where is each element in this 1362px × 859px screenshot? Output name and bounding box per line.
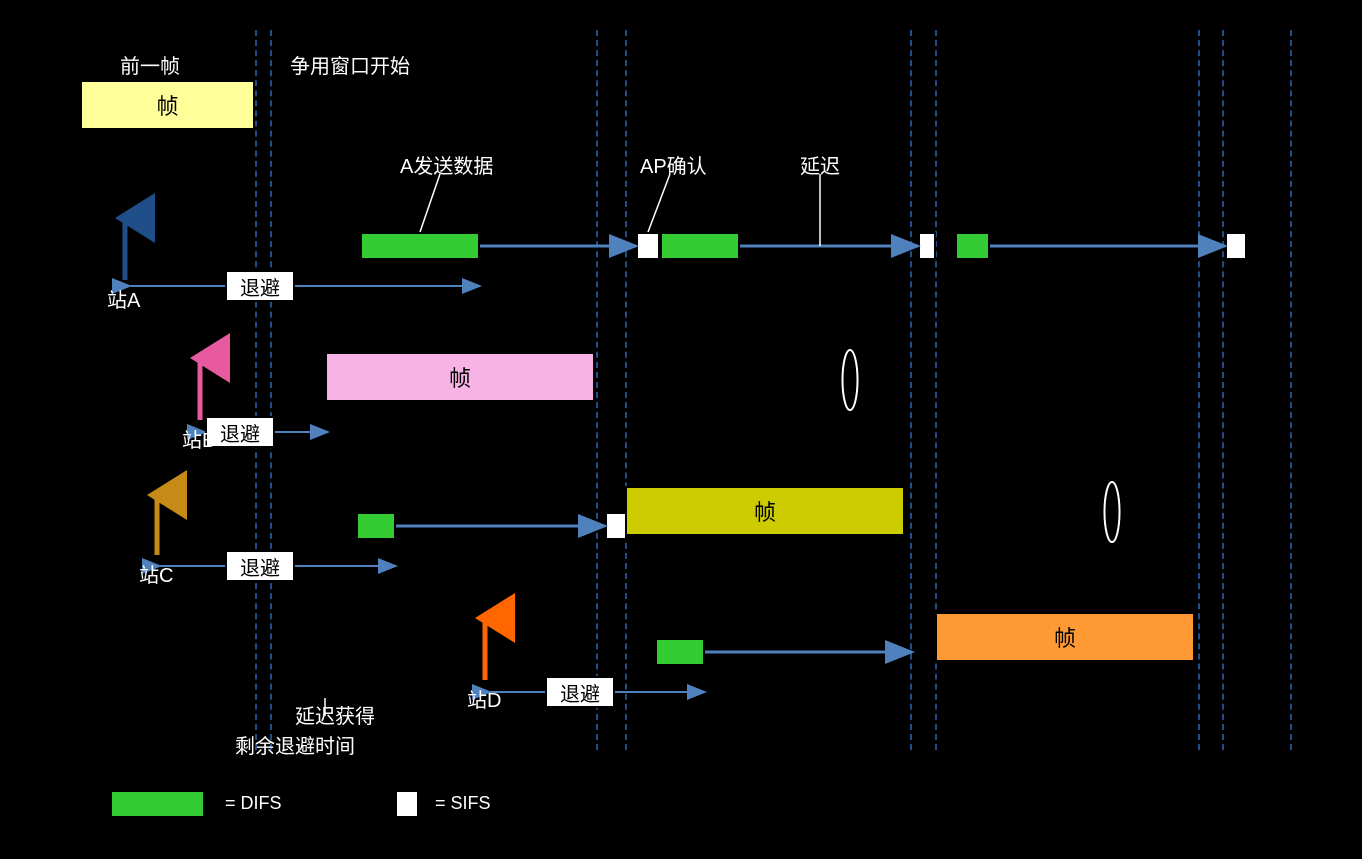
legend-difs: = DIFS	[225, 793, 282, 814]
label-delay: 延迟	[800, 150, 840, 179]
backoff-label-2: 退避	[225, 550, 295, 582]
station-label-C: 站C	[139, 559, 173, 588]
label-prev-frame: 前一帧	[120, 50, 180, 79]
station-label-A: 站A	[107, 284, 140, 313]
legend-white-box	[395, 790, 419, 818]
backoff-label-1: 退避	[205, 416, 275, 448]
backoff-label-3: 退避	[545, 676, 615, 708]
station-label-B: 站B	[182, 424, 215, 453]
label-contend-start: 争用窗口开始	[290, 50, 410, 79]
ellipse-0	[843, 350, 858, 410]
label-ap-ack: AP确认	[640, 150, 707, 179]
legend-green-box	[110, 790, 205, 818]
station-label-D: 站D	[467, 684, 501, 713]
legend-sifs: = SIFS	[435, 793, 491, 814]
label-remain-backoff: 剩余退避时间	[235, 730, 355, 759]
label-a-send: A发送数据	[400, 150, 493, 179]
label-delay-gain: 延迟获得	[295, 700, 375, 729]
backoff-label-0: 退避	[225, 270, 295, 302]
ellipse-1	[1105, 482, 1120, 542]
